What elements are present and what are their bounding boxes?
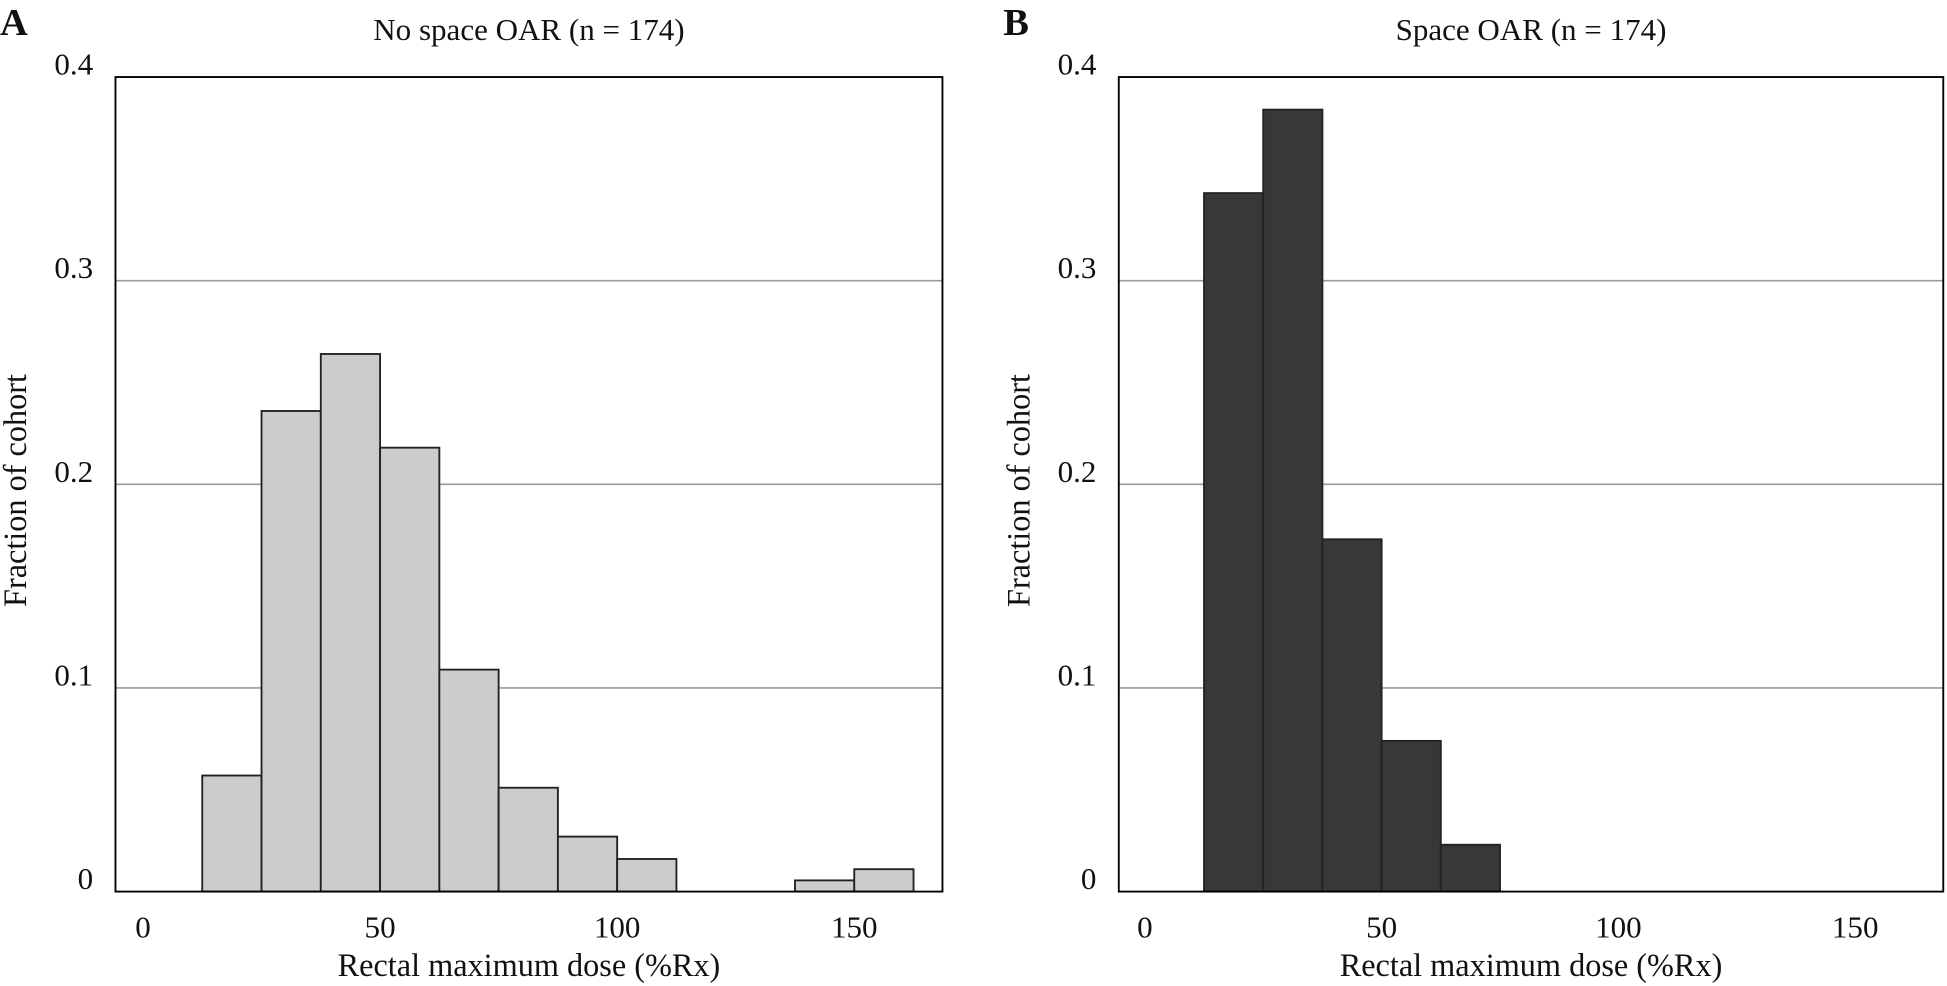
y-tick-label: 0.4 — [1058, 47, 1097, 82]
bar — [1380, 739, 1442, 893]
plot-frame — [114, 76, 944, 893]
chart-title: No space OAR (n = 174) — [373, 12, 684, 47]
bar — [1262, 108, 1324, 893]
y-axis-label: Fraction of cohort — [1000, 374, 1036, 607]
x-tick-label: 0 — [1137, 910, 1153, 945]
chart-title: Space OAR (n = 174) — [1396, 12, 1667, 47]
x-tick-label: 50 — [1366, 910, 1397, 945]
bar — [260, 410, 322, 893]
y-tick-label: 0.1 — [1058, 657, 1097, 692]
y-tick-label: 0.4 — [54, 47, 93, 82]
bar — [853, 868, 915, 893]
y-tick-label: 0.2 — [1058, 454, 1097, 489]
bar — [556, 835, 619, 893]
x-tick-label: 100 — [1595, 910, 1642, 945]
bar — [379, 446, 441, 893]
y-tick-label: 0.3 — [1058, 250, 1097, 285]
y-tick-label: 0 — [78, 861, 94, 896]
x-tick-label: 50 — [365, 910, 396, 945]
panel-label: A — [0, 2, 28, 44]
x-tick-label: 150 — [1832, 910, 1879, 945]
bar — [1439, 843, 1501, 893]
bar — [201, 774, 263, 893]
y-tick-label: 0.3 — [54, 250, 93, 285]
bar — [794, 879, 856, 893]
panel-label: B — [1003, 2, 1029, 44]
bar — [1203, 192, 1265, 893]
x-axis-label: Rectal maximum dose (%Rx) — [338, 947, 721, 983]
bar — [438, 668, 500, 893]
bar — [616, 858, 678, 893]
y-tick-label: 0.2 — [54, 454, 93, 489]
bar — [319, 353, 382, 893]
bar — [1321, 538, 1383, 893]
x-tick-label: 150 — [831, 910, 878, 945]
y-tick-label: 0.1 — [54, 657, 93, 692]
y-tick-label: 0 — [1081, 861, 1097, 896]
bar — [497, 786, 559, 893]
y-axis-label: Fraction of cohort — [0, 374, 33, 607]
x-axis-label: Rectal maximum dose (%Rx) — [1340, 947, 1723, 983]
x-tick-label: 100 — [594, 910, 641, 945]
plot-frame — [1117, 76, 1945, 893]
x-tick-label: 0 — [135, 910, 151, 945]
